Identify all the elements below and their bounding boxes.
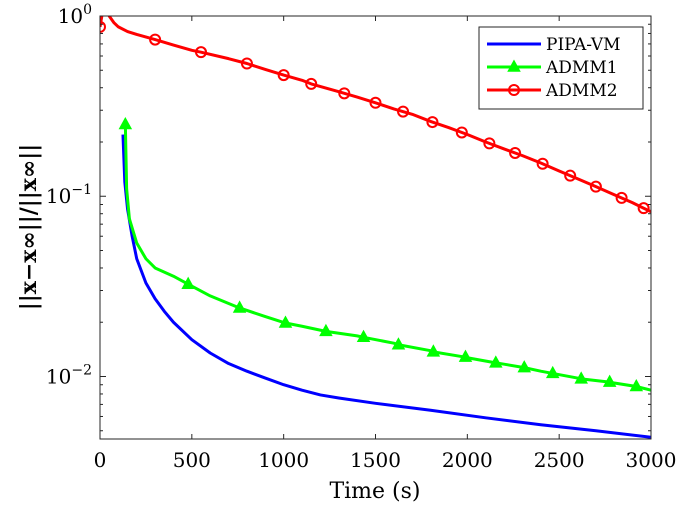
y-axis-label: ||x−x∞||/||x∞|| (16, 144, 42, 311)
legend-marker-admm1 (507, 59, 521, 72)
data-point-admm1 (181, 276, 195, 289)
data-point-admm2 (149, 33, 162, 46)
series-line-pipa-vm (121, 134, 651, 439)
data-point-admm1 (602, 374, 617, 387)
data-point-admm2 (369, 96, 382, 109)
y-axis-label-group: ||x−x∞||/||x∞|| (16, 144, 42, 311)
data-point-admm2 (509, 146, 522, 159)
x-tick-label: 0 (94, 448, 107, 472)
data-point-admm2 (564, 169, 577, 182)
x-tick-label: 1000 (258, 448, 309, 472)
data-point-admm1 (489, 355, 503, 368)
data-point-admm1 (629, 378, 644, 392)
data-point-admm2 (397, 105, 410, 118)
data-point-admm1 (426, 344, 441, 357)
data-point-admm2 (195, 46, 208, 59)
legend-label-pipa-vm: PIPA-VM (546, 35, 621, 55)
x-axis-label: Time (s) (329, 479, 420, 504)
data-point-admm1 (391, 337, 406, 350)
data-point-admm2 (455, 126, 468, 139)
series-layer (100, 16, 651, 439)
data-point-admm2 (615, 191, 628, 204)
data-point-admm2 (240, 57, 253, 70)
data-point-admm1 (574, 371, 588, 384)
y-tick-label: 10−2 (46, 362, 92, 388)
data-point-admm2 (305, 77, 318, 90)
ticks-layer: 0 500 1000 1500 2000 2500 3000 100 10−1 10−2 (46, 2, 676, 472)
series-line-admm1 (123, 124, 651, 392)
data-point-admm1 (232, 300, 247, 313)
x-tick-label: 2500 (534, 448, 585, 472)
data-point-admm1 (118, 116, 133, 130)
data-point-admm1 (517, 360, 532, 373)
data-point-admm2 (589, 180, 602, 193)
data-point-admm2 (637, 202, 650, 215)
series-line-admm2 (100, 16, 651, 214)
x-tick-label: 2000 (442, 448, 493, 472)
data-point-admm2 (277, 69, 290, 82)
data-point-admm1 (319, 323, 333, 337)
legend-marker-admm2 (508, 84, 520, 96)
data-point-admm1 (278, 315, 293, 328)
y-tick-label: 10−1 (46, 182, 92, 208)
x-tick-label: 1500 (350, 448, 401, 472)
data-point-admm1 (458, 349, 473, 362)
legend: PIPA-VM ADMM1 ADMM2 (478, 26, 644, 110)
data-point-admm1 (356, 329, 371, 343)
x-tick-label: 3000 (626, 448, 676, 472)
x-tick-label: 500 (173, 448, 211, 472)
data-point-admm2 (338, 87, 351, 100)
legend-label-admm1: ADMM1 (545, 58, 618, 78)
data-point-admm2 (100, 20, 106, 33)
legend-label-admm2: ADMM2 (545, 81, 618, 101)
data-point-admm2 (426, 116, 439, 129)
y-tick-label: 100 (58, 2, 92, 28)
data-point-admm2 (536, 157, 549, 170)
data-point-admm1 (545, 365, 560, 379)
data-point-admm2 (483, 137, 496, 150)
